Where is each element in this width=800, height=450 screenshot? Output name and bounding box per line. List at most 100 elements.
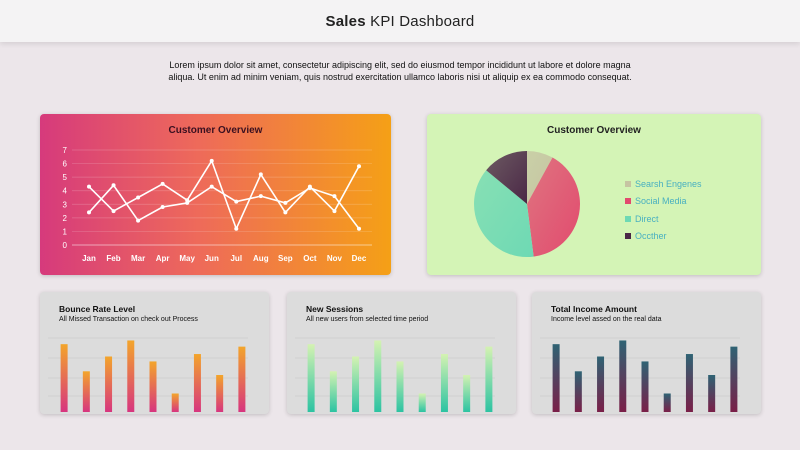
x-tick-label: Jun [205, 254, 219, 263]
bounce-rate-subtitle: All Missed Transaction on check out Proc… [59, 316, 198, 323]
x-tick-label: May [179, 254, 195, 263]
legend-label: Direct [635, 213, 659, 224]
pie-slice-searsh-engenes [527, 151, 553, 204]
bar [329, 371, 337, 412]
bar [352, 356, 360, 412]
page-title-bold: Sales [325, 12, 366, 30]
line-point [258, 172, 263, 177]
line-point [160, 205, 165, 209]
bar [374, 340, 382, 412]
bar [641, 361, 649, 412]
intro-line-1: Lorem ipsum dolor sit amet, consectetur … [169, 60, 631, 70]
line-point [136, 218, 141, 223]
pie-legend: Searsh Engenes Social Media Direct Occther [625, 175, 702, 245]
line-series-2 [88, 184, 360, 230]
bounce-rate-bar-chart [48, 337, 248, 412]
legend-swatch [625, 233, 631, 240]
x-tick-label: Apr [156, 254, 170, 263]
bounce-rate-card: Bounce Rate Level All Missed Transaction… [40, 292, 269, 414]
customer-overview-pie-card: Customer Overview Searsh Engenes Social M… [427, 114, 761, 275]
line-point [136, 195, 141, 200]
bar [216, 375, 224, 412]
bar [552, 344, 560, 412]
bar [171, 393, 179, 412]
bar [418, 393, 426, 412]
page-title-rest: KPI Dashboard [365, 12, 475, 30]
y-tick-label: 4 [63, 187, 68, 196]
new-sessions-bar-chart [295, 337, 495, 412]
pie-slice-occther [486, 151, 527, 204]
legend-swatch [625, 180, 631, 187]
x-tick-label: Feb [106, 254, 120, 263]
x-tick-label: Nov [327, 254, 343, 263]
legend-label: Searsh Engenes [635, 178, 702, 189]
line-point [234, 226, 239, 231]
bar [730, 346, 738, 412]
line-point [87, 210, 91, 215]
bar [574, 371, 582, 412]
line-point [283, 200, 288, 205]
bar [708, 375, 716, 412]
line-point [234, 199, 239, 204]
line-point [111, 183, 116, 188]
legend-label: Social Media [635, 196, 687, 207]
x-tick-label: Jan [82, 254, 96, 263]
y-tick-label: 2 [63, 214, 68, 223]
x-tick-label: Sep [278, 254, 293, 263]
y-tick-label: 5 [63, 173, 68, 182]
total-income-bar-chart [540, 337, 740, 412]
line-point [111, 209, 116, 214]
y-tick-label: 1 [63, 227, 68, 236]
legend-label: Occther [635, 231, 667, 242]
y-tick-label: 7 [63, 146, 68, 155]
y-tick-label: 6 [63, 160, 68, 169]
line-card-title: Customer Overview [168, 125, 263, 136]
intro-text: Lorem ipsum dolor sit amet, consectetur … [120, 59, 680, 83]
page-header: Sales KPI Dashboard [0, 0, 800, 42]
bar [307, 344, 315, 412]
bar [105, 356, 113, 412]
bounce-rate-title: Bounce Rate Level [59, 304, 136, 314]
total-income-subtitle: Income level assed on the real data [551, 316, 662, 323]
x-tick-label: Mar [131, 254, 145, 263]
bar [60, 344, 68, 412]
bar [619, 340, 627, 412]
total-income-title: Total Income Amount [551, 304, 637, 314]
pie-slice-direct [474, 170, 534, 257]
legend-item: Social Media [625, 193, 702, 211]
line-point [357, 164, 361, 169]
intro-line-2: aliqua. Ut enim ad minim veniam, quis no… [168, 72, 632, 82]
line-point [332, 209, 337, 214]
line-point [357, 226, 361, 231]
total-income-card: Total Income Amount Income level assed o… [532, 292, 761, 414]
bar [485, 346, 493, 412]
legend-item: Searsh Engenes [625, 175, 702, 193]
line-point [307, 186, 312, 190]
bar [149, 361, 157, 412]
line-chart: 0 1 2 3 4 5 6 7 Jan Feb Mar Apr May Jun Jul Aug Sep Oct No… [63, 146, 372, 263]
new-sessions-subtitle: All new users from selected time period [306, 316, 429, 323]
new-sessions-card: New Sessions All new users from selected… [287, 292, 516, 414]
bar [396, 361, 404, 412]
x-tick-label: Dec [352, 254, 367, 263]
legend-swatch [625, 215, 631, 222]
new-sessions-title: New Sessions [306, 304, 364, 314]
x-tick-label: Aug [253, 254, 269, 263]
line-point [185, 200, 190, 205]
line-point [160, 181, 165, 186]
bar [82, 371, 90, 412]
line-point [332, 194, 337, 199]
bar [463, 375, 471, 412]
customer-overview-line-card: Customer Overview 0 1 2 3 4 5 6 7 Jan Feb Mar Apr Ma… [40, 114, 391, 275]
line-point [209, 158, 214, 163]
line-point [209, 184, 214, 189]
y-tick-label: 3 [63, 200, 68, 209]
bar [193, 354, 201, 412]
x-tick-label: Jul [230, 254, 242, 263]
bar [238, 346, 246, 412]
line-point [87, 184, 91, 189]
pie-card-title: Customer Overview [547, 125, 641, 136]
bar [597, 356, 605, 412]
pie-slice-social-media [527, 157, 580, 257]
bar [685, 354, 693, 412]
